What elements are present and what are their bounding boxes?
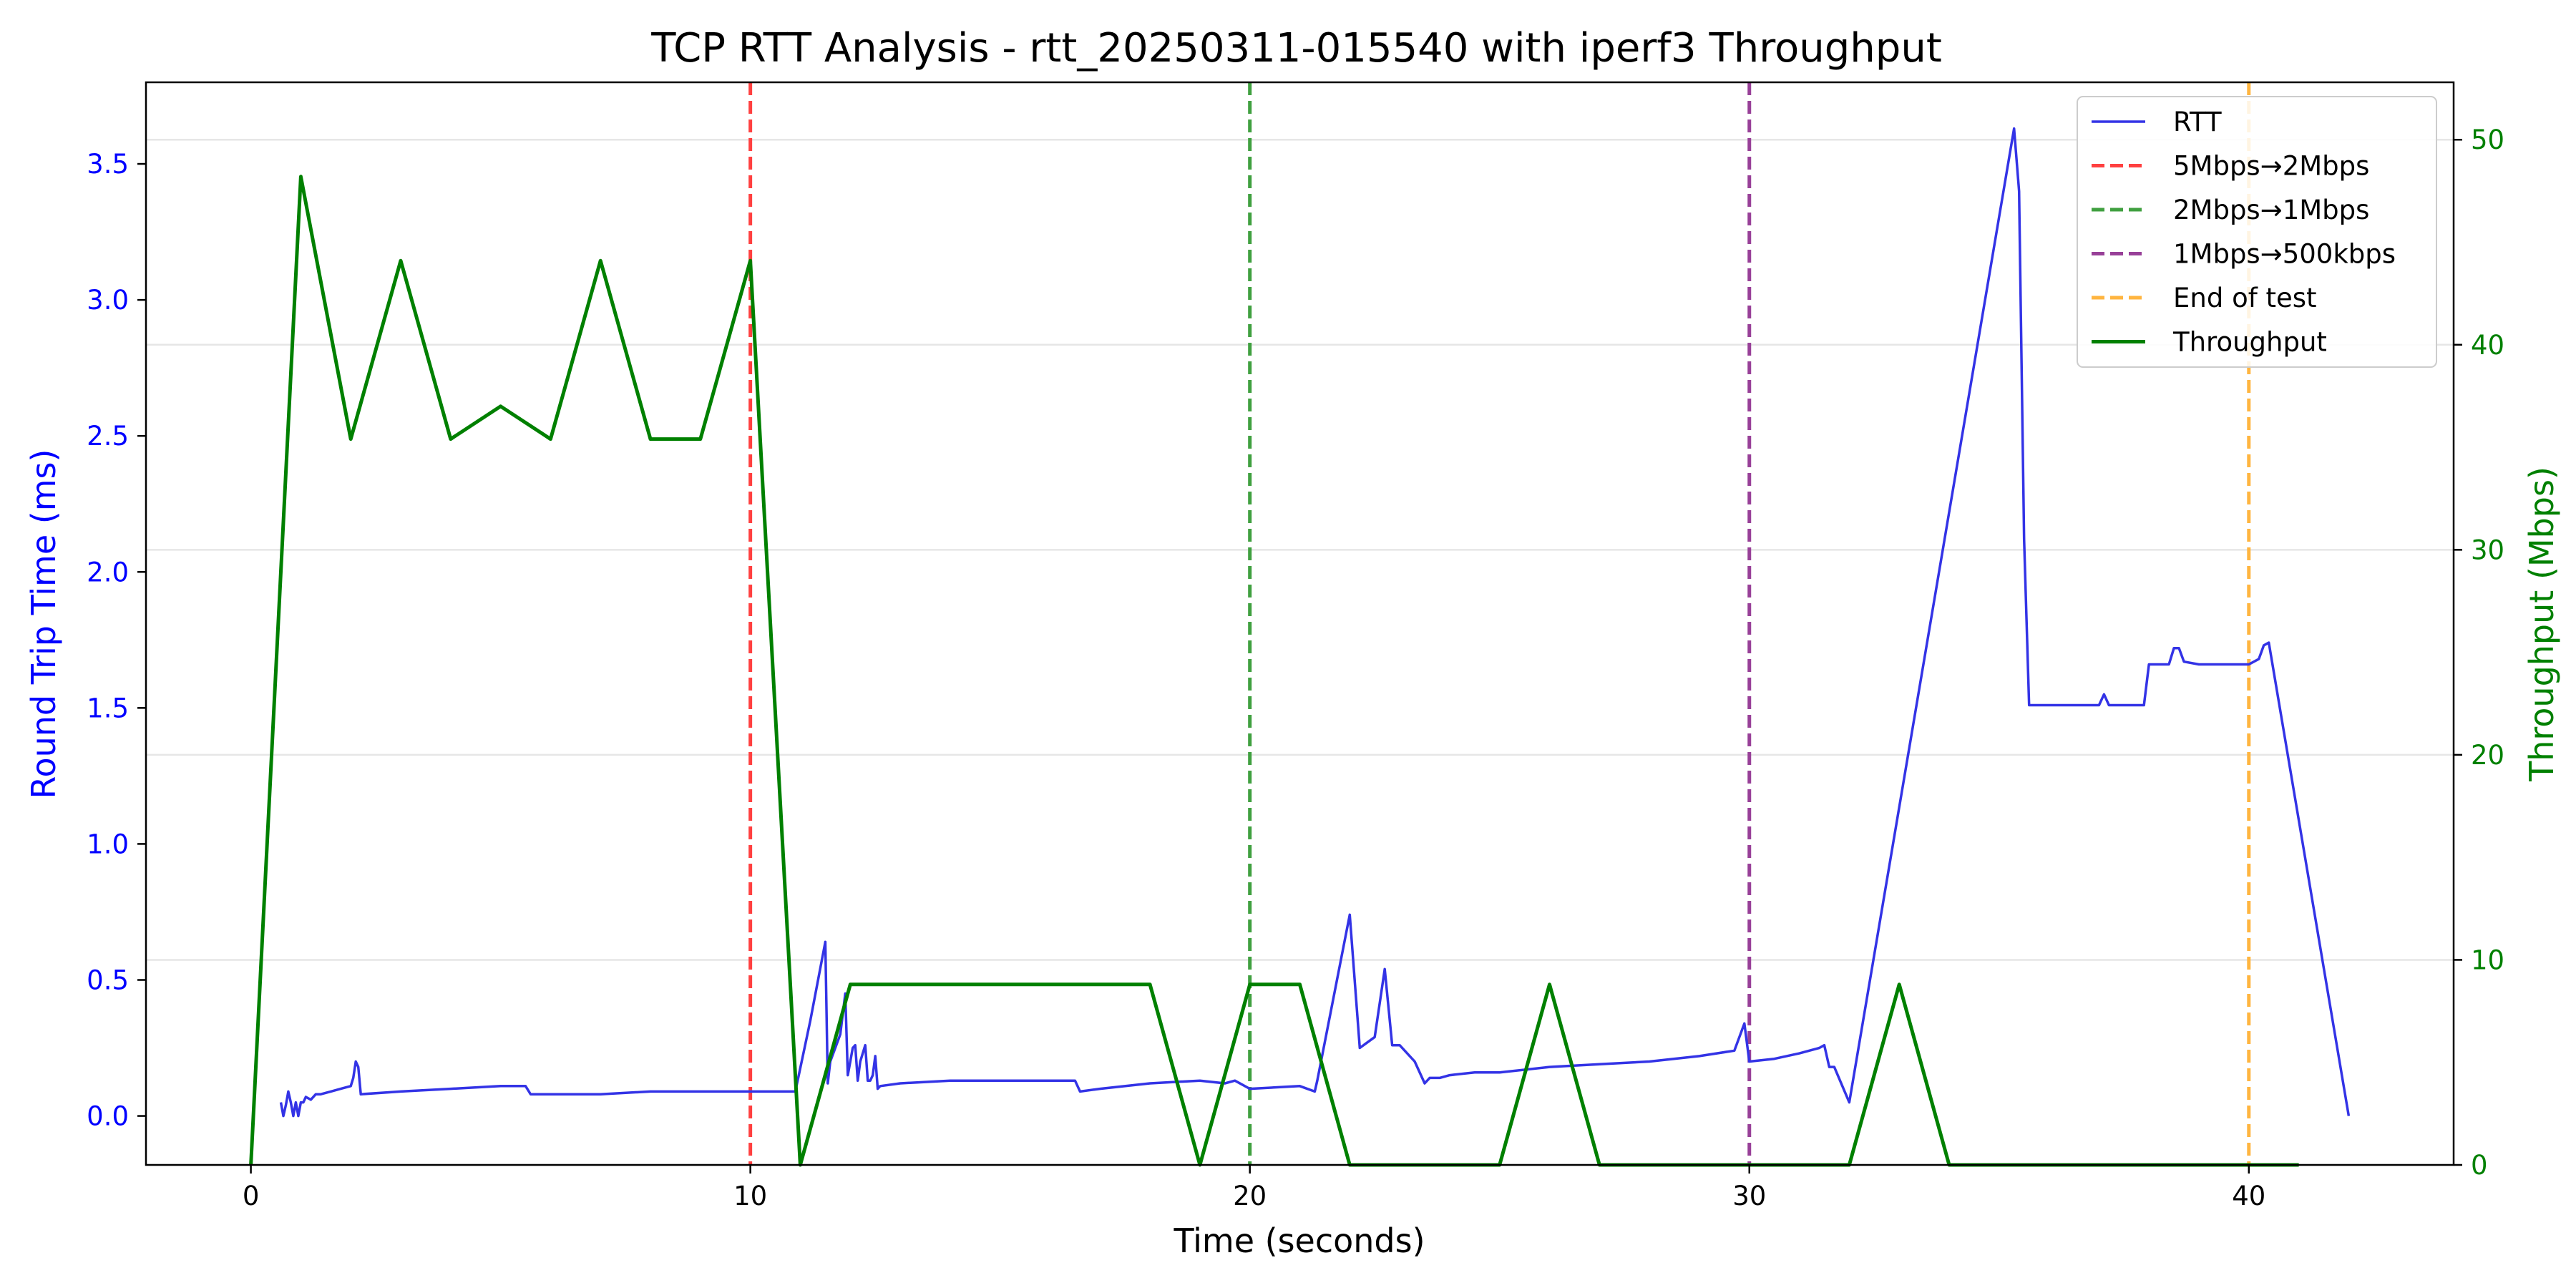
right-y-tick-label: 40 [2471,330,2504,361]
right-y-tick-label: 10 [2471,945,2504,975]
x-tick-label: 40 [2232,1181,2265,1211]
left-y-tick-label: 0.0 [87,1101,129,1132]
left-y-tick-label: 0.5 [87,965,129,995]
x-axis-ticks: 0 10 20 30 40 [243,1165,2265,1211]
x-tick-label: 20 [1233,1181,1267,1211]
right-y-tick-label: 20 [2471,740,2504,771]
x-tick-label: 0 [243,1181,260,1211]
right-y-tick-label: 30 [2471,535,2504,565]
left-y-tick-label: 2.5 [87,421,129,452]
right-y-axis-ticks: 0 10 20 30 40 50 [2454,125,2504,1181]
legend-label: 2Mbps→1Mbps [2173,195,2369,225]
x-axis-label: Time (seconds) [1173,1221,1425,1260]
x-tick-label: 10 [733,1181,767,1211]
left-y-tick-label: 3.5 [87,149,129,180]
left-y-axis-label: Round Trip Time (ms) [24,449,63,799]
legend-label: 1Mbps→500kbps [2173,239,2396,270]
legend: RTT 5Mbps→2Mbps 2Mbps→1Mbps 1Mbps→500kbps En… [2077,96,2437,368]
left-y-tick-label: 2.0 [87,557,129,587]
legend-label: Throughput [2172,327,2327,358]
chart-title: TCP RTT Analysis - rtt_20250311-015540 w… [650,25,1942,72]
left-y-tick-label: 1.5 [87,693,129,723]
right-y-tick-label: 0 [2471,1150,2488,1181]
left-y-axis-ticks: 0.0 0.5 1.0 1.5 2.0 2.5 3.0 3.5 [87,149,146,1132]
right-y-axis-label: Throughput (Mbps) [2522,467,2561,782]
plot-frame [145,81,2455,1166]
left-y-tick-label: 1.0 [87,829,129,859]
rtt-series-line [279,127,2351,1118]
legend-label: End of test [2173,283,2317,313]
legend-label: RTT [2173,107,2222,137]
left-y-tick-label: 3.0 [87,285,129,316]
legend-label: 5Mbps→2Mbps [2173,151,2369,182]
x-tick-label: 30 [1732,1181,1766,1211]
legend-box [2077,96,2437,368]
right-y-tick-label: 50 [2471,125,2504,155]
